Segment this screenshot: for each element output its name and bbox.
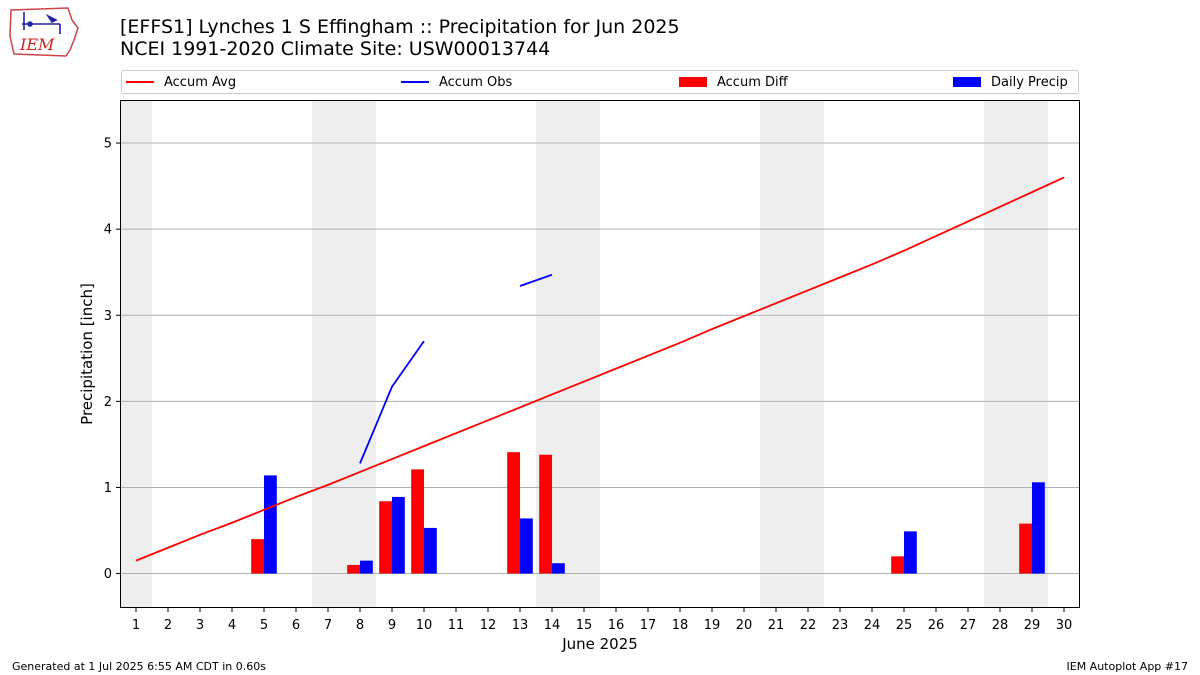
- y-tick-label-4: 4: [104, 223, 112, 238]
- y-tick-label-3: 3: [104, 309, 112, 324]
- accum-avg-line-segment-1: [135, 176, 1065, 562]
- x-tick-label-30: 30: [1056, 618, 1073, 633]
- daily-precip-bar-day-29: [1032, 482, 1045, 574]
- x-tick-label-19: 19: [704, 618, 721, 633]
- accum-obs-line-segment-1: [359, 340, 425, 464]
- iem-logo: IEM: [8, 6, 82, 60]
- x-tick-label-23: 23: [832, 618, 849, 633]
- x-tick-label-14: 14: [544, 618, 561, 633]
- x-tick-label-9: 9: [388, 618, 396, 633]
- title-line-2: NCEI 1991-2020 Climate Site: USW00013744: [120, 38, 551, 60]
- x-tick-label-22: 22: [800, 618, 817, 633]
- legend-accum-obs-label: Accum Obs: [439, 74, 513, 90]
- accum-diff-bar-day-29: [1019, 523, 1032, 574]
- legend-accum-avg-swatch: [126, 81, 154, 83]
- legend-daily-precip-label: Daily Precip: [991, 74, 1068, 90]
- x-tick-label-24: 24: [864, 618, 881, 633]
- legend-accum-diff-swatch: [679, 77, 707, 87]
- legend-daily-precip-swatch: [953, 77, 981, 87]
- x-tick-label-7: 7: [324, 618, 332, 633]
- accum-diff-bar-day-5: [251, 539, 264, 574]
- x-tick-label-21: 21: [768, 618, 785, 633]
- footer-generated: Generated at 1 Jul 2025 6:55 AM CDT in 0…: [12, 660, 266, 673]
- daily-precip-bar-day-25: [904, 531, 917, 574]
- x-tick-label-2: 2: [164, 618, 172, 633]
- x-tick-label-13: 13: [512, 618, 529, 633]
- x-tick-label-20: 20: [736, 618, 753, 633]
- weekend-band-day-15: [568, 100, 600, 608]
- legend-accum-obs: Accum Obs: [401, 71, 512, 93]
- footer-app: IEM Autoplot App #17: [1066, 660, 1189, 673]
- logo-text: IEM: [19, 35, 55, 54]
- x-tick-label-17: 17: [640, 618, 657, 633]
- legend-accum-obs-swatch: [401, 81, 429, 83]
- y-tick-label-0: 0: [104, 567, 112, 582]
- legend-accum-avg: Accum Avg: [126, 71, 236, 93]
- weather-station-icon: [22, 12, 61, 34]
- y-tick-label-5: 5: [104, 137, 112, 152]
- x-tick-label-5: 5: [260, 618, 268, 633]
- daily-precip-bar-day-10: [424, 527, 437, 574]
- state-outline-icon: [9, 7, 79, 57]
- daily-precip-bar-day-5: [264, 475, 277, 574]
- x-tick-label-18: 18: [672, 618, 689, 633]
- legend-accum-diff: Accum Diff: [679, 71, 788, 93]
- y-tick-label-2: 2: [104, 395, 112, 410]
- accum-diff-bar-day-25: [891, 556, 904, 574]
- daily-precip-bar-day-9: [392, 496, 405, 574]
- legend-accum-avg-label: Accum Avg: [164, 74, 237, 90]
- accum-diff-bar-day-8: [347, 564, 360, 574]
- weekend-band-day-28: [984, 100, 1016, 608]
- daily-precip-bar-day-13: [520, 518, 533, 574]
- y-axis-label: Precipitation [inch]: [78, 283, 96, 425]
- x-tick-label-28: 28: [992, 618, 1009, 633]
- x-tick-label-15: 15: [576, 618, 593, 633]
- weekend-band-day-1: [120, 100, 152, 608]
- x-tick-label-26: 26: [928, 618, 945, 633]
- x-tick-label-12: 12: [480, 618, 497, 633]
- x-tick-label-11: 11: [448, 618, 465, 633]
- x-tick-label-3: 3: [196, 618, 204, 633]
- x-tick-label-27: 27: [960, 618, 977, 633]
- accum-diff-bar-day-10: [411, 469, 424, 574]
- x-tick-label-10: 10: [416, 618, 433, 633]
- title-line-1: [EFFS1] Lynches 1 S Effingham :: Precipi…: [120, 16, 680, 38]
- x-tick-label-16: 16: [608, 618, 625, 633]
- x-tick-label-8: 8: [356, 618, 364, 633]
- legend-accum-diff-label: Accum Diff: [717, 74, 788, 90]
- x-tick-label-4: 4: [228, 618, 236, 633]
- weekend-band-day-7: [312, 100, 344, 608]
- accum-obs-line-segment-2: [519, 273, 553, 287]
- legend-daily-precip: Daily Precip: [953, 71, 1068, 93]
- y-tick-label-1: 1: [104, 481, 112, 496]
- accum-diff-bar-day-14: [539, 454, 552, 574]
- weekend-band-day-8: [344, 100, 376, 608]
- weekend-band-day-21: [760, 100, 792, 608]
- x-axis-label: June 2025: [561, 635, 638, 653]
- x-tick-label-6: 6: [292, 618, 300, 633]
- daily-precip-bar-day-8: [360, 560, 373, 574]
- x-tick-label-25: 25: [896, 618, 913, 633]
- accum-diff-bar-day-13: [507, 452, 520, 574]
- weekend-band-day-22: [792, 100, 824, 608]
- plot-frame: [120, 100, 1080, 608]
- chart-legend: Accum Avg Accum Obs Accum Diff Daily Pre…: [121, 70, 1079, 94]
- x-tick-label-1: 1: [132, 618, 140, 633]
- daily-precip-bar-day-14: [552, 563, 565, 574]
- x-tick-label-29: 29: [1024, 618, 1041, 633]
- accum-diff-bar-day-9: [379, 501, 392, 574]
- chart-title: [EFFS1] Lynches 1 S Effingham :: Precipi…: [120, 16, 680, 60]
